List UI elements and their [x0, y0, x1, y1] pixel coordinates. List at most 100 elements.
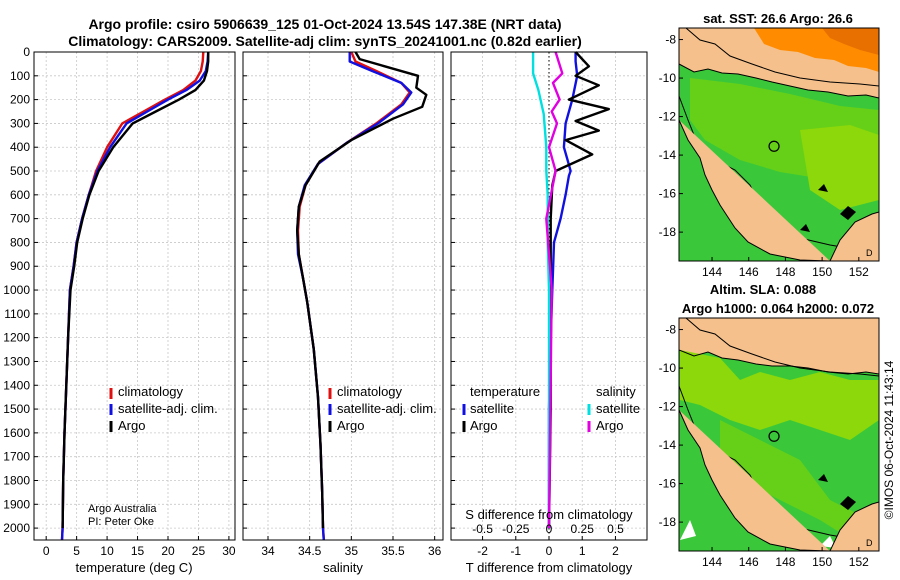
- map-x-tick-label: 148: [775, 265, 795, 279]
- legend-s-satellite-label: satellite: [596, 401, 640, 416]
- sla-map-title: Altim. SLA: 0.088: [710, 282, 816, 297]
- map-y-tick-label: -12: [659, 400, 677, 414]
- x-tick-label: 0: [43, 544, 50, 558]
- temperature-grid: [34, 51, 235, 540]
- legend-argo-label: Argo: [118, 418, 145, 433]
- salinity-panel: 34 34.5 35 35.5 36 salinity climatology sate…: [242, 51, 444, 575]
- map-y-tick-label: -18: [659, 515, 677, 529]
- timestamp-watermark: ©IMOS 06-Oct-2024 11:43:14: [882, 360, 896, 519]
- argo-position-marker: [768, 140, 780, 152]
- x-tick-label: 34: [261, 544, 275, 558]
- y-tick-label: 900: [10, 259, 30, 273]
- credit-line-2: PI: Peter Oke: [88, 516, 154, 528]
- series-line-salinity-argo: [545, 51, 564, 529]
- y-tick-label: 800: [10, 235, 30, 249]
- map-y-tick-label: -12: [659, 110, 677, 124]
- map-corner-mark: D: [866, 538, 873, 548]
- map-y-tick-label: -8: [665, 323, 676, 337]
- series-line-temperature-argo: [547, 51, 610, 529]
- x-tick-label: 15: [131, 544, 145, 558]
- map-x-tick-label: 144: [702, 555, 722, 569]
- y-tick-label: 2000: [3, 521, 30, 535]
- map-x-tick-label: 144: [702, 265, 722, 279]
- argo-position-marker: [768, 430, 780, 442]
- queensland-coast-land: [829, 501, 879, 551]
- x-tick-label: 35.5: [381, 544, 405, 558]
- temperature-panel: 0100200300400500600700800900100011001200…: [3, 45, 236, 575]
- y-tick-label: 1400: [3, 378, 30, 392]
- bathymetry-contour-north: [685, 318, 879, 377]
- s-tick-label: -0.5: [472, 522, 493, 536]
- temperature-lines: [60, 51, 210, 541]
- x-tick-label: 5: [73, 544, 80, 558]
- cape-york-land: [679, 119, 831, 261]
- missing-data-speckle: [820, 536, 836, 548]
- sla-map-ticks: 144 146 148 150 152 -8 -10 -12 -14 -16 -18: [659, 323, 869, 569]
- y-tick-label: 1900: [3, 497, 30, 511]
- difference-legend: temperature satellite Argo salinity sate…: [462, 384, 640, 433]
- cape-york-land: [679, 409, 831, 551]
- series-line-satellite-adj-clim-: [60, 51, 210, 541]
- s-difference-ticks: -0.5 -0.25 0 0.25 0.5: [472, 522, 624, 536]
- legend-climatology-label: climatology: [337, 384, 403, 399]
- y-tick-label: 500: [10, 164, 30, 178]
- legend-t-argo-label: Argo: [470, 418, 497, 433]
- difference-axes-box: [450, 51, 648, 541]
- map-x-tick-label: 148: [775, 555, 795, 569]
- coastline-north: [679, 349, 879, 375]
- s-tick-label: 0.25: [571, 522, 595, 536]
- x-tick-label: 1: [579, 544, 586, 558]
- map-y-tick-label: -14: [659, 148, 677, 162]
- s-tick-label: 0: [546, 522, 553, 536]
- legend-satellite-label: satellite-adj. clim.: [337, 401, 437, 416]
- y-tick-label: 100: [10, 69, 30, 83]
- salinity-legend: climatology satellite-adj. clim. Argo: [328, 384, 437, 433]
- y-tick-label: 1800: [3, 473, 30, 487]
- salinity-grid: [243, 51, 443, 540]
- s-tick-label: -0.25: [502, 522, 530, 536]
- s-difference-xlabel: S difference from climatology: [465, 507, 633, 522]
- map-y-tick-label: -10: [659, 71, 677, 85]
- series-line-satellite-adj-clim-: [296, 52, 413, 541]
- x-tick-label: 2: [612, 544, 619, 558]
- y-tick-label: 400: [10, 140, 30, 154]
- x-tick-label: 34.5: [298, 544, 322, 558]
- t-difference-xlabel: T difference from climatology: [466, 560, 633, 575]
- difference-lines: [531, 51, 610, 529]
- sla-map-subtitle: Argo h1000: 0.064 h2000: 0.072: [682, 301, 874, 316]
- reef-island: [818, 184, 828, 192]
- temperature-xlabel: temperature (deg C): [75, 560, 192, 575]
- y-tick-label: 0: [23, 45, 30, 59]
- x-tick-label: 30: [222, 544, 236, 558]
- y-tick-label: 1600: [3, 426, 30, 440]
- coastline-north: [679, 63, 879, 99]
- temperature-axes-box: [33, 51, 236, 541]
- legend-satellite-label: satellite-adj. clim.: [118, 401, 218, 416]
- map-y-tick-label: -16: [659, 187, 677, 201]
- salinity-lines: [296, 51, 428, 541]
- y-tick-label: 1300: [3, 354, 30, 368]
- reef-island: [800, 224, 810, 232]
- figure-title: Argo profile: csiro 5906639_125 01-Oct-2…: [88, 16, 561, 32]
- sst-map-title: sat. SST: 26.6 Argo: 26.6: [703, 11, 853, 26]
- legend-s-argo-label: Argo: [596, 418, 623, 433]
- x-tick-label: 20: [161, 544, 175, 558]
- credit-line-1: Argo Australia: [88, 503, 157, 515]
- map-x-tick-label: 152: [849, 265, 869, 279]
- map-y-tick-label: -8: [665, 33, 676, 47]
- x-tick-label: 10: [100, 544, 114, 558]
- x-tick-label: 35: [345, 544, 359, 558]
- x-tick-label: 0: [546, 544, 553, 558]
- y-tick-label: 200: [10, 93, 30, 107]
- salinity-ticks: 34 34.5 35 35.5 36: [243, 51, 442, 558]
- reef-island: [840, 496, 856, 510]
- y-tick-label: 1100: [4, 307, 30, 321]
- y-tick-label: 1700: [3, 450, 30, 464]
- x-tick-label: 36: [428, 544, 442, 558]
- y-tick-label: 1000: [3, 283, 30, 297]
- series-line-salinity-satellite: [531, 52, 551, 529]
- x-tick-label: 25: [192, 544, 206, 558]
- sla-map: Altim. SLA: 0.088 Argo h1000: 0.064 h200…: [659, 282, 880, 569]
- y-tick-label: 1200: [3, 331, 30, 345]
- y-tick-label: 300: [10, 116, 30, 130]
